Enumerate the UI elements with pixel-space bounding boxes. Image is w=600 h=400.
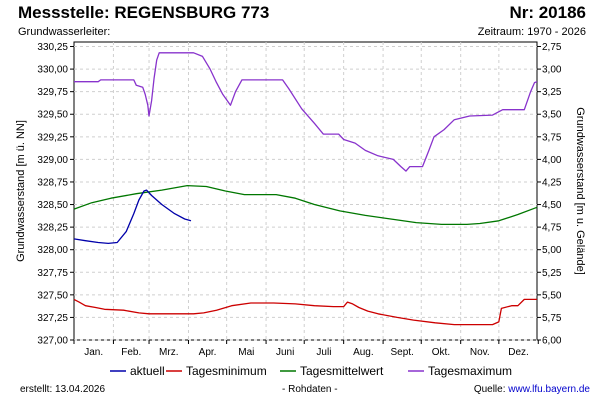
aquifer-label: Grundwasserleiter:: [18, 26, 111, 38]
series-line-tagesminimum: [73, 298, 537, 326]
x-tick-label: Aug.: [353, 347, 374, 358]
y-tick-label: 329,25: [37, 132, 68, 143]
legend-label-aktuell: aktuell: [130, 364, 165, 378]
y-tick-label: 329,00: [37, 155, 68, 166]
y-tick-label: 330,00: [37, 65, 68, 76]
period-label: Zeitraum: 1970 - 2026: [477, 26, 586, 38]
series-line-aktuell: [73, 189, 192, 245]
y2-tick-label: 3,00: [542, 65, 562, 76]
created-date: erstellt: 13.04.2026: [20, 384, 106, 395]
y2-tick-label: 5,75: [542, 313, 562, 324]
y2-tick-label: 6,00: [542, 336, 562, 347]
x-tick-label: Feb.: [121, 347, 141, 358]
x-tick-label: Okt.: [432, 347, 450, 358]
series-line-tagesmaximum: [74, 52, 538, 172]
y2-axis-title: Grundwasserstand [m u. Gelände]: [574, 107, 586, 275]
y-tick-label: 328,25: [37, 223, 68, 234]
x-tick-label: Nov.: [470, 347, 490, 358]
y2-tick-label: 3,50: [542, 110, 562, 121]
y2-tick-label: 4,25: [542, 177, 562, 188]
y-tick-label: 327,25: [37, 313, 68, 324]
legend-label-tagesmittelwert: Tagesmittelwert: [300, 364, 384, 378]
y2-tick-label: 5,00: [542, 245, 562, 256]
x-tick-label: Mrz.: [159, 347, 178, 358]
y2-tick-label: 2,75: [542, 42, 562, 53]
legend-label-tagesminimum: Tagesminimum: [186, 364, 267, 378]
y-tick-label: 328,50: [37, 200, 68, 211]
y2-tick-label: 5,50: [542, 290, 562, 301]
y-tick-label: 330,25: [37, 42, 68, 53]
source-prefix: Quelle:: [473, 384, 509, 395]
y2-tick-label: 3,75: [542, 132, 562, 143]
y2-tick-label: 3,25: [542, 87, 562, 98]
x-tick-label: Apr.: [199, 347, 217, 358]
y2-tick-label: 5,25: [542, 268, 562, 279]
y2-tick-label: 4,75: [542, 223, 562, 234]
y-tick-label: 327,75: [37, 268, 68, 279]
x-tick-label: Mai: [238, 347, 254, 358]
y-tick-label: 327,50: [37, 290, 68, 301]
x-tick-label: Jan.: [84, 347, 103, 358]
source-link[interactable]: www.lfu.bayern.de: [508, 384, 590, 395]
y-axis-title: Grundwasserstand [m ü. NN]: [15, 120, 27, 262]
y-tick-label: 329,50: [37, 110, 68, 121]
x-tick-label: Juni: [276, 347, 294, 358]
station-number: Nr: 20186: [509, 3, 586, 22]
y-tick-label: 329,75: [37, 87, 68, 98]
y-tick-label: 328,75: [37, 177, 68, 188]
y-tick-label: 328,00: [37, 245, 68, 256]
y-tick-label: 327,00: [37, 336, 68, 347]
chart-title: Messstelle: REGENSBURG 773: [18, 3, 270, 22]
y2-tick-label: 4,00: [542, 155, 562, 166]
x-tick-label: Dez.: [508, 347, 529, 358]
rawdata-note: - Rohdaten -: [282, 384, 338, 395]
x-tick-label: Juli: [316, 347, 331, 358]
y2-tick-label: 4,50: [542, 200, 562, 211]
x-tick-label: Sept.: [390, 347, 413, 358]
legend-label-tagesmaximum: Tagesmaximum: [428, 364, 512, 378]
source-note: Quelle: www.lfu.bayern.de: [474, 384, 590, 395]
